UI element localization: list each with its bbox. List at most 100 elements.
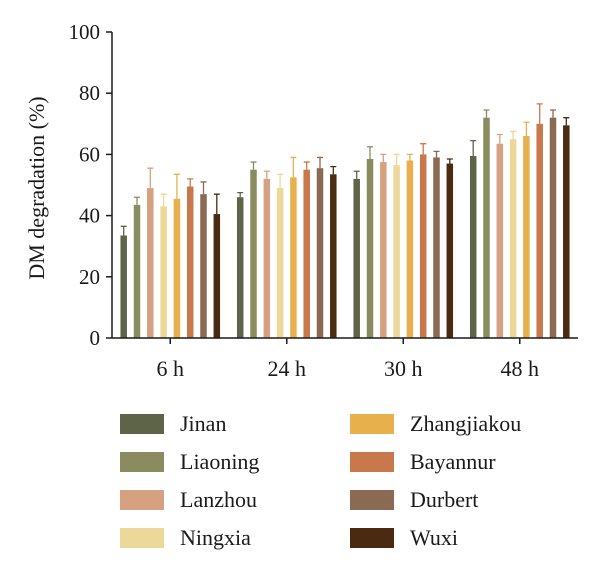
bar-bayannur-48h [536, 123, 543, 338]
bar-zhangjiakou-6h [173, 198, 181, 338]
bar-ningxia-6h [160, 206, 167, 338]
legend-swatch [350, 452, 394, 472]
bar-durbert-24h [316, 168, 324, 338]
bar-durbert-30h [433, 157, 440, 338]
legend-label: Durbert [410, 487, 479, 512]
error-bar [353, 170, 360, 179]
bar-liaoning-6h [133, 204, 141, 338]
error-bar [290, 156, 297, 178]
error-bar [147, 167, 154, 189]
bar-chart: 0 20 40 60 80 100 6 h 24 h 30 h 48 h DM degradat… [24, 20, 578, 381]
bar-zhangjiakou-48h [523, 136, 530, 338]
legend-swatch [350, 414, 394, 434]
bar-bayannur-24h [303, 169, 310, 338]
error-bar [160, 193, 167, 207]
bar-bayannur-30h [419, 154, 427, 338]
x-tick-label: 24 h [268, 356, 307, 381]
bar-durbert-6h [200, 194, 207, 338]
error-bar [250, 161, 257, 170]
error-bar [303, 161, 310, 170]
legend-label: Liaoning [180, 449, 260, 474]
legend-swatch [350, 490, 394, 510]
bar-lanzhou-30h [380, 162, 387, 338]
bar-ningxia-30h [393, 165, 400, 338]
legend-swatch [120, 414, 164, 434]
bar-jinan-30h [353, 178, 360, 338]
error-bar [406, 153, 413, 161]
error-bar [550, 109, 556, 118]
error-bar [263, 170, 270, 179]
x-tick-label: 48 h [501, 356, 540, 381]
error-bar [187, 178, 194, 187]
error-bar [523, 121, 530, 137]
y-tick-label: 0 [90, 326, 101, 350]
legend-item-durbert: Durbert [350, 482, 478, 518]
bar-lanzhou-6h [147, 188, 154, 338]
bar-lanzhou-24h [263, 178, 271, 338]
error-bar [173, 173, 180, 199]
legend-item-jinan: Jinan [120, 406, 226, 442]
error-bar [433, 150, 440, 158]
y-tick-label: 20 [79, 265, 100, 289]
bar-zhangjiakou-24h [290, 177, 297, 338]
legend-label: Jinan [180, 411, 227, 436]
legend-swatch [120, 452, 164, 472]
bar-ningxia-48h [509, 139, 517, 338]
bar-liaoning-24h [250, 169, 257, 338]
error-bar [496, 133, 503, 144]
error-bar [367, 146, 373, 159]
error-bar [563, 117, 570, 126]
bar-jinan-24h [236, 197, 244, 338]
bar-wuxi-30h [446, 163, 454, 338]
bar-wuxi-48h [563, 125, 570, 338]
error-bar [277, 173, 284, 189]
bar-wuxi-24h [330, 174, 337, 338]
error-bar [420, 143, 427, 155]
error-bar [134, 196, 140, 205]
legend-item-liaoning: Liaoning [120, 444, 259, 480]
legend: Jinan Liaoning Lanzhou Ningxia Zhangjiakou Ba… [120, 406, 580, 556]
bar-wuxi-6h [213, 214, 221, 338]
legend-item-wuxi: Wuxi [350, 520, 458, 556]
y-ticks-group: 0 20 40 60 80 100 [69, 20, 112, 350]
error-bar [120, 225, 127, 236]
y-tick-label: 80 [79, 81, 100, 105]
bar-ningxia-24h [276, 188, 284, 338]
bar-liaoning-30h [366, 158, 374, 338]
error-bar [330, 165, 337, 175]
legend-label: Lanzhou [180, 487, 257, 512]
error-bar [510, 130, 517, 140]
error-bar [317, 156, 323, 169]
y-tick-label: 40 [79, 204, 100, 228]
y-tick-label: 100 [69, 20, 101, 44]
x-tick-label: 30 h [384, 356, 423, 381]
y-tick-label: 60 [79, 142, 100, 166]
y-axis-label: DM degradation (%) [24, 96, 49, 279]
legend-item-zhangjiakou: Zhangjiakou [350, 406, 521, 442]
error-bar [200, 181, 207, 195]
error-bar [380, 153, 387, 163]
x-ticks-group: 6 h 24 h 30 h 48 h [157, 338, 540, 381]
error-bar [213, 193, 220, 215]
x-tick-label: 6 h [157, 356, 185, 381]
legend-swatch [120, 528, 164, 548]
error-bar [483, 109, 490, 118]
bar-lanzhou-48h [496, 143, 504, 338]
error-bars-group [120, 103, 570, 236]
bar-jinan-6h [120, 235, 127, 338]
error-bar [393, 153, 400, 166]
bars-group [120, 117, 570, 339]
legend-swatch [120, 490, 164, 510]
legend-item-lanzhou: Lanzhou [120, 482, 257, 518]
bar-bayannur-6h [186, 186, 194, 338]
error-bar [446, 158, 453, 164]
bar-liaoning-48h [483, 117, 490, 339]
bar-jinan-48h [469, 155, 477, 338]
legend-label: Ningxia [180, 525, 251, 550]
error-bar [536, 103, 543, 124]
legend-label: Bayannur [410, 449, 496, 474]
error-bar [237, 192, 244, 198]
legend-item-ningxia: Ningxia [120, 520, 251, 556]
bar-durbert-48h [549, 117, 557, 339]
legend-item-bayannur: Bayannur [350, 444, 496, 480]
